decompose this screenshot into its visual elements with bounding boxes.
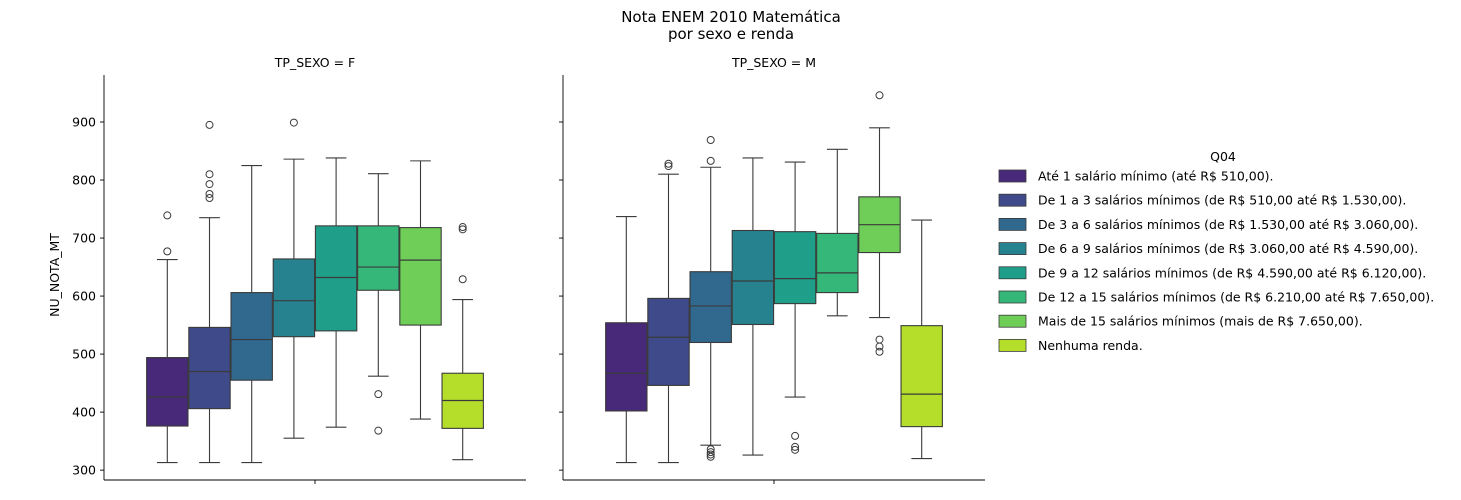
panel-title: TP_SEXO = M <box>731 55 816 70</box>
outlier-point <box>875 347 884 356</box>
outlier-point <box>163 247 172 256</box>
y-tick-label: 900 <box>72 114 96 129</box>
legend-entry-label: De 9 a 12 salários mínimos (de R$ 4.590,… <box>1038 265 1426 280</box>
y-tick-label: 300 <box>72 463 96 478</box>
legend: Q04 Até 1 salário mínimo (até R$ 510,00)… <box>998 149 1434 353</box>
outlier-point <box>875 342 884 351</box>
outlier-point <box>706 448 715 457</box>
box <box>272 258 316 338</box>
y-tick-label: 500 <box>72 347 96 362</box>
legend-entry-label: Mais de 15 salários mínimos (mais de R$ … <box>1038 314 1363 329</box>
legend-title: Q04 <box>1210 149 1236 164</box>
outlier-point <box>458 223 467 232</box>
box <box>731 229 775 326</box>
panel-marks <box>559 75 985 484</box>
box <box>647 297 690 386</box>
y-tick-label: 800 <box>72 173 96 188</box>
outlier-point <box>205 170 214 179</box>
y-tick-label: 600 <box>72 289 96 304</box>
figure-title: Nota ENEM 2010 Matemática <box>621 8 841 26</box>
box <box>773 231 817 305</box>
outlier-point <box>205 180 214 189</box>
outlier-point <box>664 159 673 168</box>
legend-swatch <box>998 338 1027 352</box>
outlier-point <box>706 450 715 459</box>
outlier-point <box>163 211 172 220</box>
outlier-point <box>791 445 800 454</box>
panel-male: TP_SEXO = M <box>559 55 985 484</box>
box <box>146 357 189 427</box>
box <box>230 292 273 381</box>
legend-entry-label: De 6 a 9 salários mínimos (de R$ 3.060,0… <box>1038 241 1418 256</box>
outlier-point <box>706 135 715 144</box>
outlier-point <box>374 426 383 435</box>
legend-swatch <box>998 314 1027 328</box>
legend-swatch <box>998 217 1027 231</box>
legend-entry-label: De 12 a 15 salários mínimos (de R$ 6.210… <box>1038 290 1434 305</box>
outlier-point <box>706 445 715 454</box>
outlier-point <box>374 390 383 399</box>
legend-items: Até 1 salário mínimo (até R$ 510,00). De … <box>998 169 1434 353</box>
box <box>816 232 859 294</box>
outlier-point <box>791 431 800 440</box>
y-tick-label: 700 <box>72 231 96 246</box>
box <box>314 225 358 332</box>
box <box>689 271 732 344</box>
outlier-point <box>664 162 673 171</box>
outlier-point <box>875 91 884 100</box>
box <box>900 325 943 428</box>
outlier-point <box>706 452 715 461</box>
legend-entry-label: De 3 a 6 salários mínimos (de R$ 1.530,0… <box>1038 217 1418 232</box>
y-axis-label: NU_NOTA_MT <box>47 233 62 317</box>
outlier-point <box>791 442 800 451</box>
outlier-point <box>205 120 214 129</box>
legend-swatch <box>998 266 1027 280</box>
figure-subtitle: por sexo e renda <box>668 25 794 43</box>
box <box>605 322 648 412</box>
legend-swatch <box>998 290 1027 304</box>
box <box>188 326 231 410</box>
legend-entry-label: De 1 a 3 salários mínimos (de R$ 510,00 … <box>1038 193 1406 208</box>
outlier-point <box>458 275 467 284</box>
panel-marks: 300 400 500 600 700 800 900 <box>72 75 526 484</box>
outlier-point <box>458 225 467 234</box>
outlier-point <box>205 189 214 198</box>
box <box>357 225 400 291</box>
outlier-point <box>706 156 715 165</box>
outlier-point <box>205 194 214 203</box>
legend-entry-label: Nenhuma renda. <box>1038 338 1143 353</box>
y-tick-label: 400 <box>72 405 96 420</box>
legend-entry-label: Até 1 salário mínimo (até R$ 510,00). <box>1038 169 1274 184</box>
legend-swatch <box>998 193 1027 207</box>
box <box>399 227 442 326</box>
outlier-point <box>875 335 884 344</box>
legend-swatch <box>998 242 1027 256</box>
outlier-point <box>289 118 298 127</box>
panel-female: TP_SEXO = F 300 400 500 600 700 800 900 <box>72 55 526 484</box>
panel-title: TP_SEXO = F <box>274 55 355 70</box>
legend-swatch <box>998 169 1027 183</box>
